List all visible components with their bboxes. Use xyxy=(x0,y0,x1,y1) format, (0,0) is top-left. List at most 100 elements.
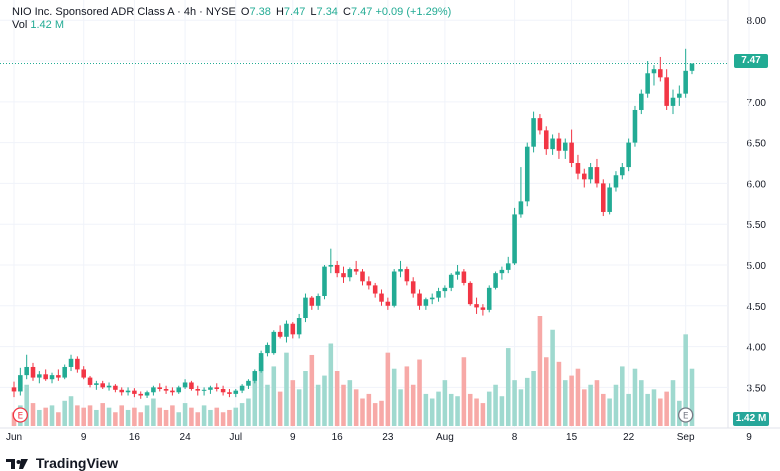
volume-bar xyxy=(620,366,625,426)
volume-bar xyxy=(601,393,606,426)
volume-bar xyxy=(417,359,422,426)
volume-bar xyxy=(328,343,334,426)
candle-body xyxy=(75,358,80,370)
candle-body xyxy=(49,375,55,380)
y-tick-label: 5.50 xyxy=(747,220,767,231)
volume-bar xyxy=(645,393,650,426)
candle-body xyxy=(518,201,524,215)
volume-bar xyxy=(220,412,226,426)
candle-body xyxy=(309,297,315,306)
x-tick-label: Aug xyxy=(436,432,454,443)
volume-bar xyxy=(68,396,74,426)
volume-bar xyxy=(531,371,536,426)
candle-body xyxy=(645,73,650,94)
volume-bar xyxy=(391,368,397,426)
candle-body xyxy=(632,109,638,143)
volume-bar xyxy=(524,377,530,426)
volume-bar xyxy=(664,391,669,426)
volume-bar xyxy=(30,403,36,426)
brand-name: TradingView xyxy=(35,455,119,471)
y-axis: 8.007.507.006.506.005.505.004.504.003.50 xyxy=(0,16,766,394)
candle-body xyxy=(18,375,23,392)
volume-bar xyxy=(639,380,644,426)
event-marker xyxy=(12,407,28,423)
x-tick-label: Sep xyxy=(677,432,695,443)
volume-bar xyxy=(239,403,245,426)
volume-bar xyxy=(562,380,568,426)
candle-body xyxy=(125,390,131,393)
candle-body xyxy=(100,383,105,388)
candle-body xyxy=(639,93,644,110)
candle-body xyxy=(87,377,93,385)
y-tick-label: 8.00 xyxy=(747,16,767,27)
candle-body xyxy=(195,388,201,391)
candle-body xyxy=(455,271,460,275)
volume-bar xyxy=(632,368,638,426)
x-tick-label: Jul xyxy=(229,432,242,443)
volume-bar xyxy=(505,348,511,426)
candle-body xyxy=(613,175,619,188)
candle-body xyxy=(689,63,695,71)
candle-body xyxy=(334,264,340,274)
symbol-name[interactable]: NIO Inc. Sponsored ADR Class A xyxy=(12,6,175,18)
volume-bar xyxy=(233,407,239,426)
volume-bar xyxy=(575,368,581,426)
volume-bar xyxy=(379,400,384,426)
volume-bar xyxy=(398,389,403,426)
candle-body xyxy=(372,285,378,294)
candle-body xyxy=(493,273,498,288)
volume-value: 1.42 M xyxy=(30,19,64,31)
y-tick-label: 6.50 xyxy=(747,139,767,150)
volume-bar xyxy=(62,400,67,426)
candle-body xyxy=(360,271,365,282)
volume-bar xyxy=(493,384,498,426)
candle-body xyxy=(677,93,682,98)
volume-bar xyxy=(429,398,435,426)
candle-body xyxy=(220,388,226,393)
volume-bar xyxy=(214,407,220,426)
x-tick-label: 9 xyxy=(81,432,87,443)
volume-bar xyxy=(258,357,264,426)
interval-label: 4h xyxy=(183,6,197,18)
candle-body xyxy=(214,387,220,389)
candle-body xyxy=(341,273,346,278)
volume-bar xyxy=(467,393,473,426)
volume-bar xyxy=(404,366,410,426)
volume-bar xyxy=(75,405,80,426)
volume-bar xyxy=(518,389,524,426)
legend-ohlc: NIO Inc. Sponsored ADR Class A · 4h · NY… xyxy=(12,6,451,18)
volume-bar xyxy=(189,407,194,426)
volume-bar xyxy=(195,412,201,426)
candle-body xyxy=(62,366,67,378)
tradingview-logo[interactable]: TradingView xyxy=(6,455,118,471)
volume-bar xyxy=(201,405,207,426)
candle-body xyxy=(391,271,397,306)
x-tick-label: Jun xyxy=(6,432,22,443)
candle-body xyxy=(588,167,593,180)
volume-bar xyxy=(366,393,372,426)
candle-body xyxy=(531,118,536,147)
candle-body xyxy=(537,118,543,131)
volume-bar xyxy=(537,316,543,426)
candle-body xyxy=(581,173,587,180)
x-tick-label: 15 xyxy=(566,432,578,443)
legend-volume: Vol 1.42 M xyxy=(12,19,64,31)
open-key: O xyxy=(240,6,250,18)
volume-bar xyxy=(360,398,365,426)
low-key: L xyxy=(310,6,317,18)
volume-bar xyxy=(569,375,574,426)
candle-body xyxy=(56,375,61,378)
volume-bar xyxy=(132,407,137,426)
candle-body xyxy=(252,371,258,381)
candle-body xyxy=(132,390,137,394)
candle-body xyxy=(271,331,277,354)
candle-body xyxy=(119,389,125,393)
high-key: H xyxy=(275,6,284,18)
candle-body xyxy=(176,387,182,393)
candle-body xyxy=(37,374,42,378)
volume-bar xyxy=(303,371,308,426)
close-value: 7.47 xyxy=(350,6,373,18)
candle-body xyxy=(182,382,188,388)
x-tick-label: 9 xyxy=(290,432,296,443)
